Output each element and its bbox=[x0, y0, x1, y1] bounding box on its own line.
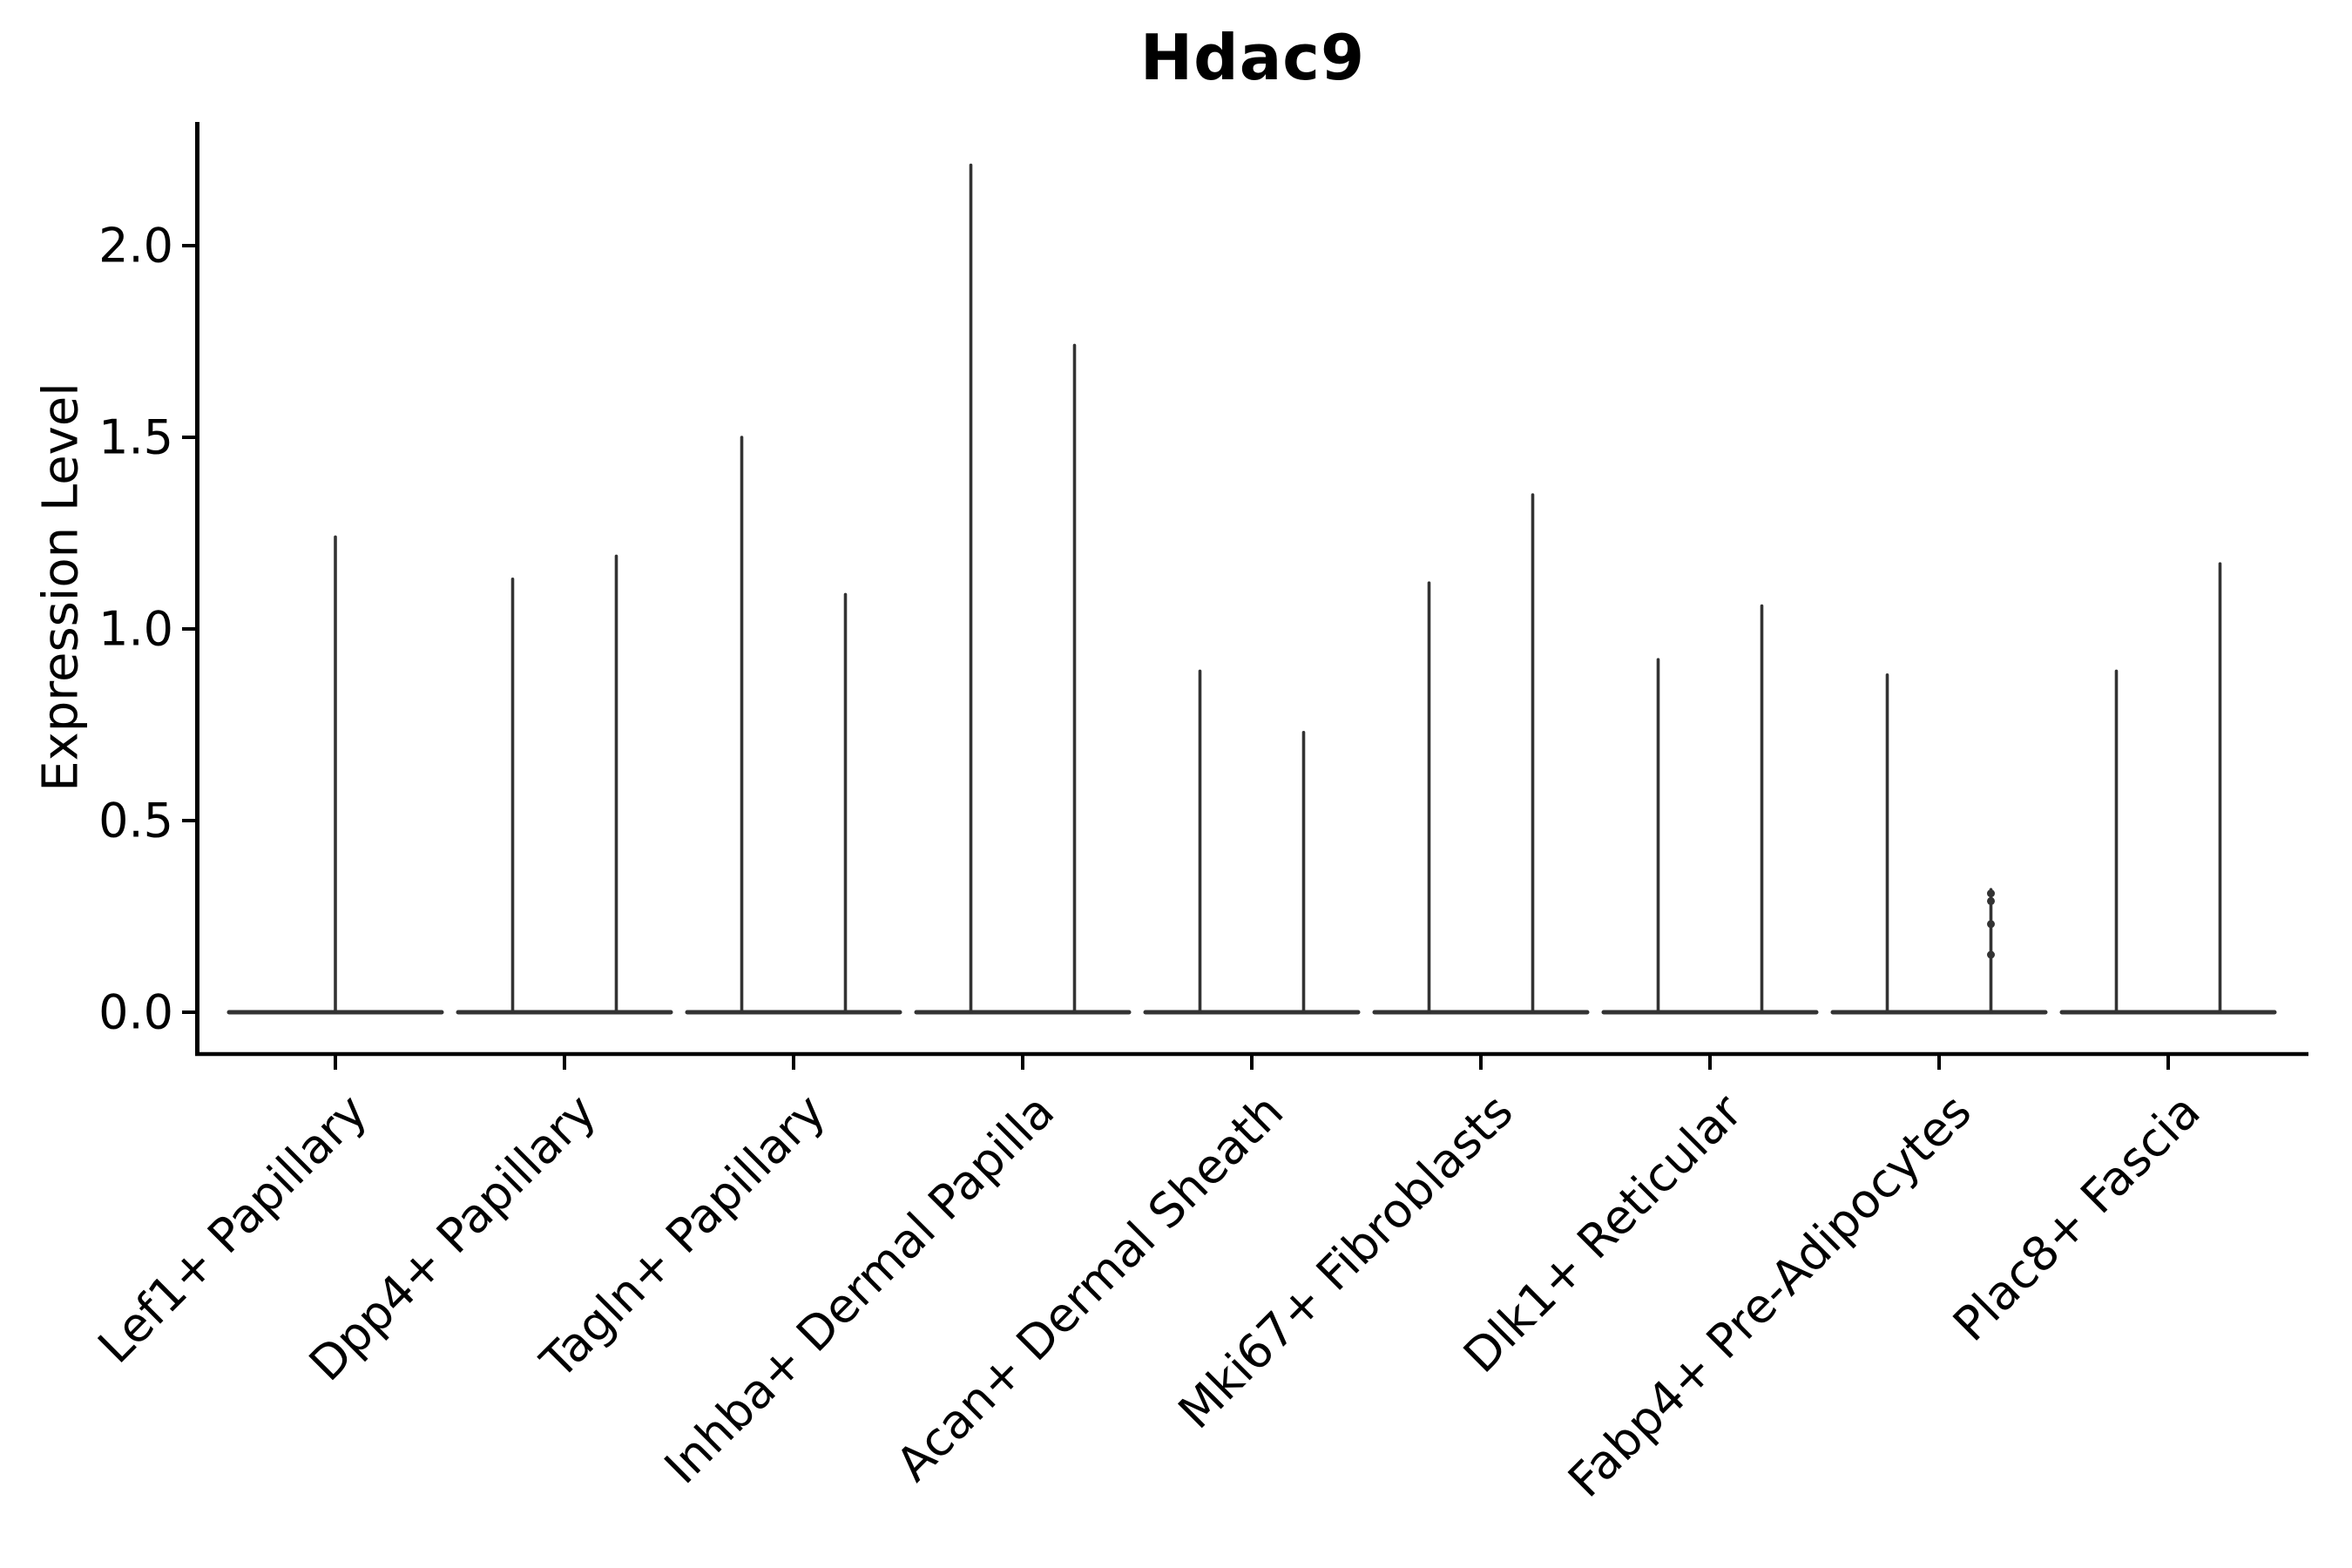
expression-dot bbox=[1987, 889, 1995, 898]
chart-title: Hdac9 bbox=[1139, 21, 1366, 94]
y-tick-label: 0.0 bbox=[98, 984, 173, 1040]
expression-dot bbox=[1987, 950, 1995, 959]
expression-dot bbox=[1987, 920, 1995, 929]
y-tick-label: 0.5 bbox=[98, 793, 173, 848]
expression-dot bbox=[1987, 896, 1995, 905]
y-tick-label: 1.5 bbox=[98, 409, 173, 465]
y-tick-label: 2.0 bbox=[98, 218, 173, 274]
y-tick-label: 1.0 bbox=[98, 601, 173, 657]
